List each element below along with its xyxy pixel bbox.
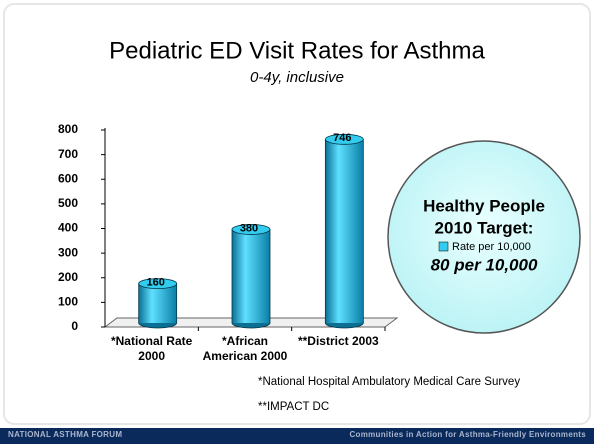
bar (138, 283, 177, 323)
value-label: 746 (333, 132, 351, 144)
legend-swatch (438, 241, 449, 252)
y-tick-label: 500 (58, 196, 78, 210)
bar (325, 139, 364, 323)
value-label: 160 (146, 277, 164, 289)
footer-right: Communities in Action for Asthma-Friendl… (349, 430, 586, 439)
y-tick-label: 0 (71, 319, 78, 333)
value-label: 380 (240, 222, 258, 234)
callout-heading-1: Healthy People (423, 196, 545, 215)
y-tick-label: 200 (58, 270, 78, 284)
legend-label: Rate per 10,000 (452, 241, 531, 253)
y-tick-label: 700 (58, 147, 78, 161)
footnote: *National Hospital Ambulatory Medical Ca… (258, 376, 521, 388)
chart: Pediatric ED Visit Rates for Asthma 0-4y… (3, 3, 591, 425)
footer: NATIONAL ASTHMA FORUM Communities in Act… (0, 428, 594, 444)
x-tick-label: *African American 2000 (202, 334, 288, 363)
slide-frame (3, 3, 591, 425)
y-tick-label: 100 (58, 295, 78, 309)
y-tick-label: 600 (58, 171, 78, 185)
chart-title: Pediatric ED Visit Rates for Asthma (109, 37, 485, 64)
y-tick-label: 400 (58, 221, 78, 235)
footer-left: NATIONAL ASTHMA FORUM (8, 430, 123, 439)
bar-group (138, 278, 178, 329)
footnote: **IMPACT DC (258, 401, 330, 413)
bar-top (138, 278, 178, 290)
chart-subtitle: 0-4y, inclusive (250, 69, 344, 86)
bar (232, 229, 270, 323)
bar-top (324, 133, 364, 145)
bar-group (324, 133, 364, 329)
bar-group (231, 224, 271, 329)
callout-target: 80 per 10,000 (431, 255, 538, 274)
x-tick-label: *National Rate 2000 (110, 334, 193, 363)
callout-heading-2: 2010 Target: (435, 218, 534, 237)
bar-top (231, 224, 271, 235)
target-callout (387, 140, 581, 334)
y-tick-label: 300 (58, 245, 78, 259)
x-tick-label: **District 2003 (297, 334, 379, 348)
y-tick-label: 800 (58, 122, 78, 136)
